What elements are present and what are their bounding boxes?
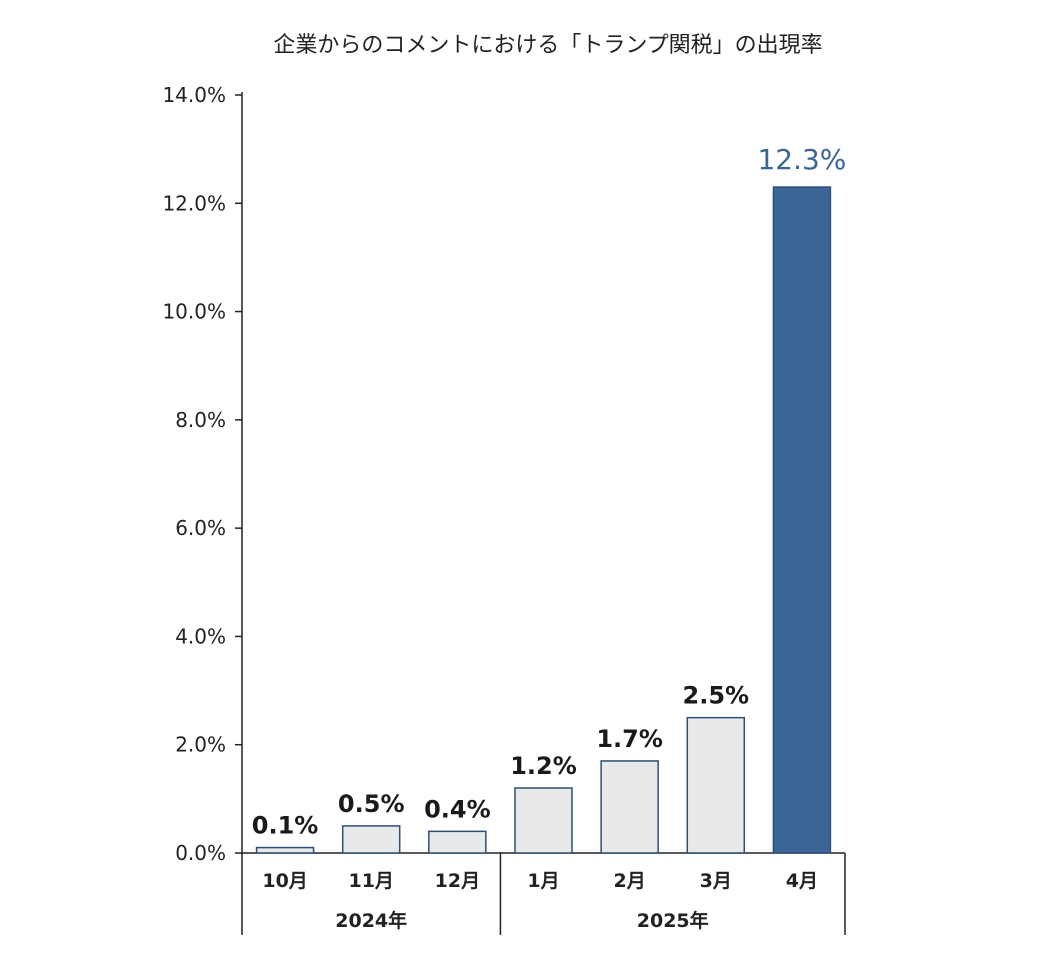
value-label: 2.5% [683, 682, 750, 710]
x-category-label: 12月 [435, 870, 480, 892]
y-tick-label: 2.0% [175, 733, 226, 757]
bar [600, 760, 659, 854]
x-group-label: 2025年 [637, 909, 709, 932]
x-category-label: 4月 [786, 870, 818, 892]
highlight-value-label: 12.3% [757, 143, 846, 176]
x-axis-categories: 10月 11月 12月 1月 2月 3月 4月 2024年 2025年 [262, 870, 818, 932]
bar [428, 830, 487, 854]
axes: 0.0% 2.0% 4.0% 6.0% 8.0% 10.0% 12.0% 14.0% [162, 83, 846, 935]
y-tick-label: 4.0% [175, 624, 226, 648]
bar [255, 846, 315, 854]
y-tick-label: 10.0% [162, 300, 226, 324]
y-tick-label: 6.0% [175, 516, 226, 540]
y-tick-label: 8.0% [175, 408, 226, 432]
bar [772, 186, 832, 854]
value-label: 0.1% [252, 812, 319, 840]
x-category-label: 3月 [700, 870, 732, 892]
x-category-label: 10月 [262, 870, 307, 892]
x-group-label: 2024年 [335, 909, 407, 932]
value-label: 1.2% [510, 752, 577, 780]
bar [686, 716, 746, 854]
bars [255, 186, 832, 854]
y-tick-label: 14.0% [162, 83, 226, 107]
x-category-label: 11月 [348, 870, 393, 892]
y-tick-label: 0.0% [175, 841, 226, 865]
x-category-label: 1月 [527, 870, 559, 892]
bar [514, 787, 573, 854]
value-label: 0.5% [338, 790, 405, 818]
x-category-label: 2月 [614, 870, 646, 892]
y-tick-label: 12.0% [162, 191, 226, 215]
value-label: 0.4% [424, 795, 491, 823]
bar [341, 825, 401, 854]
value-labels: 0.1% 0.5% 0.4% 1.2% 1.7% 2.5% 12.3% [252, 143, 847, 840]
chart-title: 企業からのコメントにおける「トランプ関税」の出現率 [273, 33, 822, 58]
value-label: 1.7% [596, 725, 663, 753]
